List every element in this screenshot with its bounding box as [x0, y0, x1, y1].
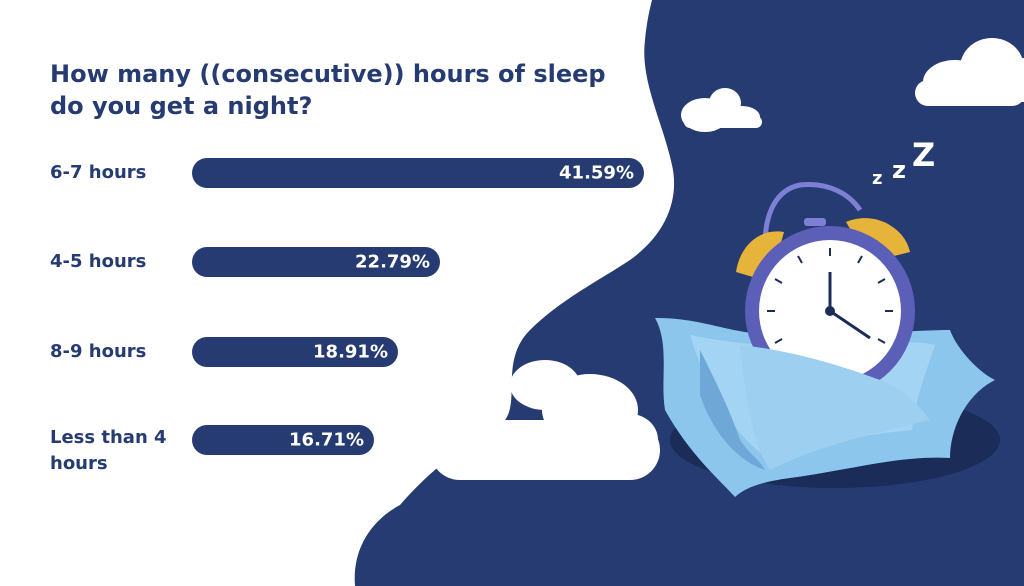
- bar: 18.91%: [192, 337, 398, 367]
- value-label: 41.59%: [559, 162, 634, 184]
- bar: 16.71%: [192, 425, 374, 455]
- bar-row: 6-7 hours 41.59%: [50, 148, 650, 198]
- category-label: Less than 4 hours: [50, 427, 167, 474]
- category-label: 6-7 hours: [50, 162, 147, 183]
- value-label: 22.79%: [355, 251, 430, 273]
- cloud-icon: [915, 38, 1024, 106]
- value-label: 18.91%: [313, 341, 388, 363]
- chart-title: How many ((consecutive)) hours of sleep …: [50, 60, 606, 120]
- bar-row: 4-5 hours 22.79%: [50, 237, 650, 287]
- svg-text:Z: Z: [912, 136, 935, 174]
- sleep-zzz-icon: z z Z: [872, 136, 935, 189]
- pillow-front-flap: [740, 345, 930, 470]
- bar-row: Less than 4 hours 16.71%: [50, 415, 650, 474]
- bar: 41.59%: [192, 158, 644, 188]
- svg-text:z: z: [872, 168, 882, 189]
- svg-text:z: z: [892, 156, 906, 184]
- category-label: 8-9 hours: [50, 341, 147, 362]
- category-label: 4-5 hours: [50, 251, 147, 272]
- cloud-icon: [430, 360, 660, 480]
- cloud-icon: [681, 88, 762, 132]
- value-label: 16.71%: [289, 429, 364, 451]
- bar-row: 8-9 hours 18.91%: [50, 327, 650, 377]
- bar: 22.79%: [192, 247, 440, 277]
